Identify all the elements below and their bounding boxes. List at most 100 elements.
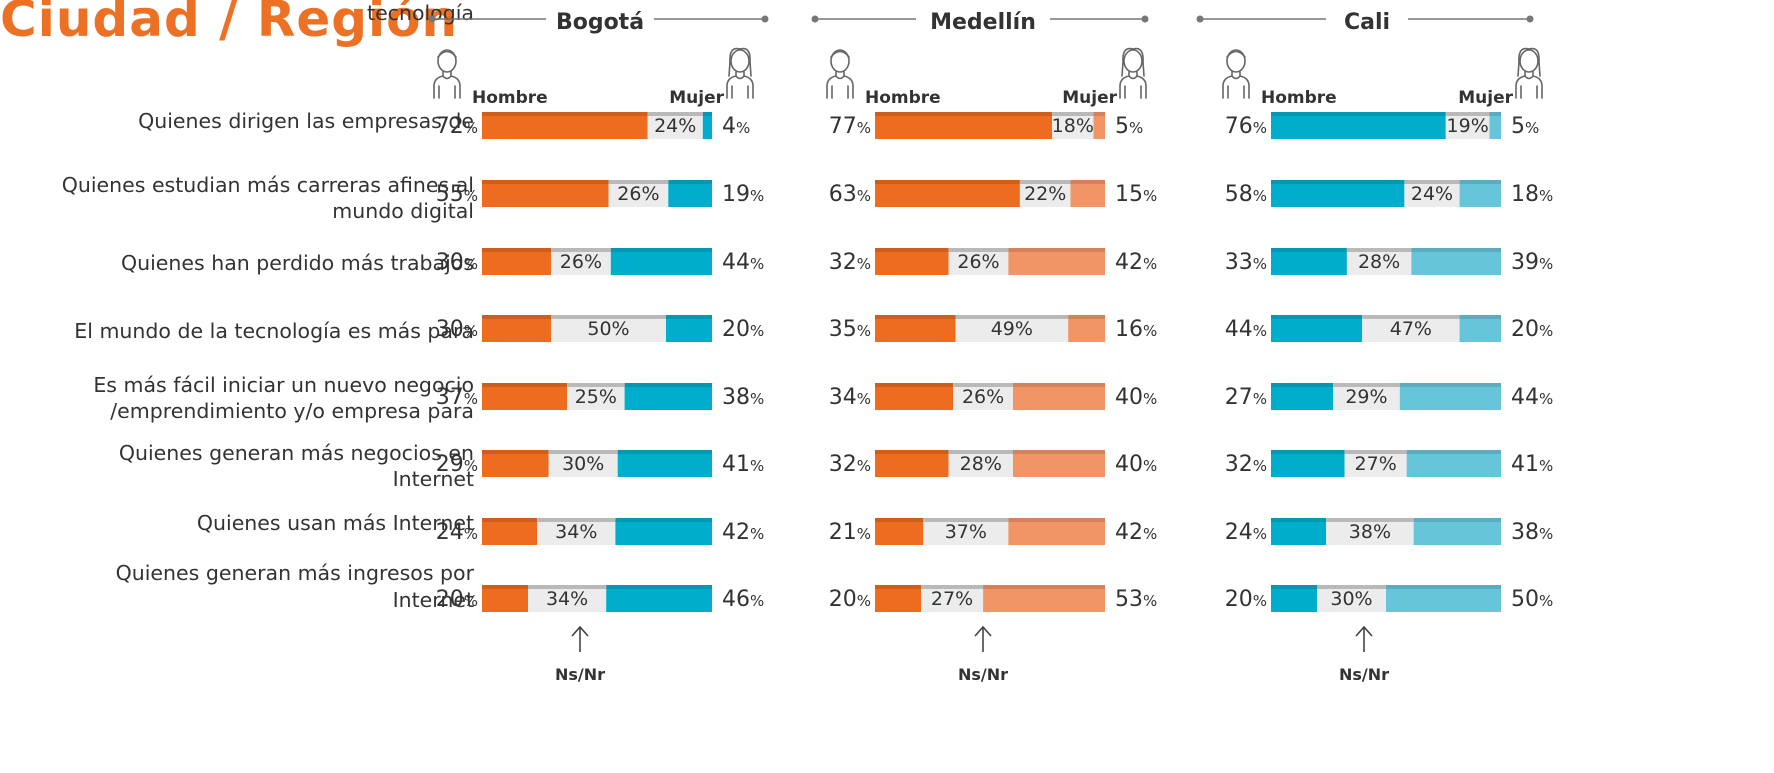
bar-nsnr-edge [1445, 112, 1490, 116]
value-mujer: 38% [1511, 520, 1553, 545]
question-label: Quienes generan más negocios en [118, 441, 474, 465]
header-mask [916, 2, 1050, 36]
bar-mujer-edge [1068, 315, 1105, 319]
value-hombre: 24% [1225, 520, 1267, 545]
value-hombre: 34% [829, 385, 871, 410]
value-nsnr: 24% [1411, 183, 1453, 205]
bar-nsnr [567, 383, 625, 410]
bar-hombre [1271, 383, 1334, 410]
legend-mujer: Mujer [1458, 88, 1513, 108]
value-hombre: 77% [829, 114, 871, 139]
bar-hombre [1271, 315, 1363, 342]
value-nsnr: 26% [962, 386, 1004, 408]
bar-nsnr-edge [1317, 585, 1386, 589]
bar-mujer [615, 518, 712, 545]
value-nsnr: 47% [1390, 318, 1432, 340]
man-icon [433, 49, 461, 99]
bar-mujer-edge [1008, 518, 1105, 522]
bar-nsnr [1362, 315, 1460, 342]
value-nsnr: 25% [575, 386, 617, 408]
bar-nsnr [1052, 112, 1094, 139]
question-label: Quienes usan más Internet [196, 511, 474, 535]
bar-nsnr-edge [608, 180, 669, 184]
question-label: Internet [392, 467, 474, 491]
value-hombre: 32% [1225, 452, 1267, 477]
value-mujer: 4% [722, 114, 750, 139]
value-nsnr: 18% [1052, 115, 1094, 137]
bar-mujer [1008, 518, 1105, 545]
bar-mujer-edge [1489, 112, 1501, 116]
value-mujer: 5% [1511, 114, 1539, 139]
header-dot [428, 15, 436, 23]
value-nsnr: 28% [1358, 251, 1400, 273]
bar-hombre [482, 383, 568, 410]
bar-mujer [606, 585, 712, 612]
bar-nsnr-edge [1052, 112, 1094, 116]
bar-hombre-edge [875, 180, 1020, 184]
value-hombre: 20% [829, 587, 871, 612]
bar-hombre [1271, 518, 1327, 545]
question-label: El mundo de la tecnología es más para [74, 319, 474, 343]
bar-mujer-edge [983, 585, 1105, 589]
bar-hombre-edge [875, 112, 1053, 116]
bar-hombre [1271, 450, 1345, 477]
value-hombre: 32% [829, 250, 871, 275]
bar-nsnr [608, 180, 669, 207]
man-icon [1222, 49, 1250, 99]
header-dot [1141, 15, 1149, 23]
bar-hombre [1271, 585, 1317, 612]
bar-hombre [875, 112, 1053, 139]
bar-nsnr [528, 585, 607, 612]
value-mujer: 41% [722, 452, 764, 477]
value-hombre: 30% [436, 250, 478, 275]
bar-hombre-edge [482, 383, 568, 387]
bar-nsnr [1317, 585, 1386, 612]
bar-mujer-edge [617, 450, 712, 454]
bar-hombre-edge [482, 585, 528, 589]
bar-nsnr-edge [528, 585, 607, 589]
value-mujer: 42% [1115, 520, 1157, 545]
city-title: Medellín [930, 10, 1036, 35]
value-mujer: 15% [1115, 182, 1157, 207]
bar-nsnr [1445, 112, 1490, 139]
bar-hombre-edge [482, 518, 538, 522]
bar-mujer [1013, 450, 1105, 477]
bar-nsnr-edge [647, 112, 703, 116]
value-nsnr: 34% [555, 521, 597, 543]
bar-mujer-edge [1093, 112, 1105, 116]
legend-hombre: Hombre [1261, 88, 1337, 108]
bar-hombre-edge [875, 248, 949, 252]
value-nsnr: 27% [1355, 453, 1397, 475]
bar-hombre-edge [875, 383, 954, 387]
bar-nsnr [1404, 180, 1460, 207]
nsnr-label: Ns/Nr [958, 665, 1008, 684]
value-mujer: 16% [1115, 317, 1157, 342]
bar-mujer [1489, 112, 1501, 139]
woman-icon [1119, 47, 1147, 99]
bar-hombre [875, 585, 921, 612]
value-hombre: 20% [1225, 587, 1267, 612]
value-mujer: 39% [1511, 250, 1553, 275]
city-title: Cali [1344, 10, 1390, 35]
bar-hombre-edge [875, 518, 924, 522]
question-label: tecnología [367, 1, 474, 25]
bar-hombre [1271, 180, 1405, 207]
header-mask [546, 2, 654, 36]
bar-hombre [875, 248, 949, 275]
value-nsnr: 22% [1024, 183, 1066, 205]
bar-hombre [875, 518, 924, 545]
question-label: Quienes dirigen las empresas de [138, 109, 474, 133]
bar-mujer-edge [1008, 248, 1105, 252]
value-mujer: 5% [1115, 114, 1143, 139]
header-dot [811, 15, 819, 23]
bar-hombre [1271, 248, 1347, 275]
value-nsnr: 26% [617, 183, 659, 205]
bar-nsnr [537, 518, 616, 545]
bar-nsnr-edge [548, 450, 618, 454]
value-hombre: 21% [829, 520, 871, 545]
value-mujer: 53% [1115, 587, 1157, 612]
bar-hombre [875, 180, 1020, 207]
bar-nsnr [548, 450, 618, 477]
value-nsnr: 38% [1349, 521, 1391, 543]
bar-hombre [482, 450, 549, 477]
